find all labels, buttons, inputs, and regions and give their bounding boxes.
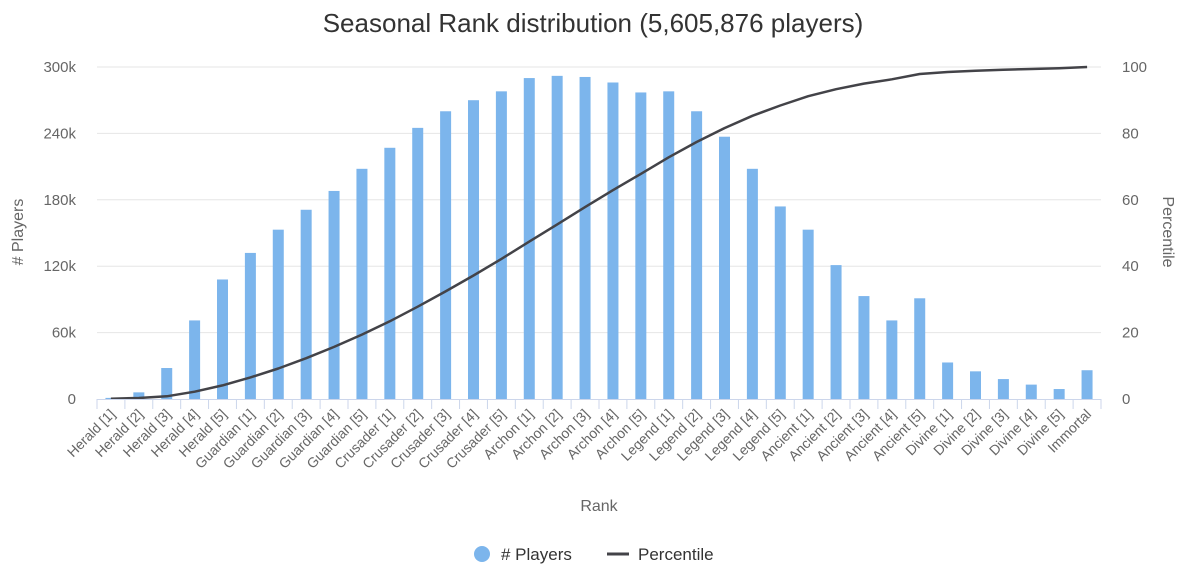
legend-players-label: # Players <box>501 545 572 564</box>
bar[interactable] <box>858 296 870 399</box>
bar[interactable] <box>802 229 814 399</box>
x-axis-title: Rank <box>580 498 618 515</box>
bar[interactable] <box>384 147 396 399</box>
bar[interactable] <box>579 76 591 400</box>
bar[interactable] <box>551 75 563 399</box>
y-tick-label: 240k <box>43 125 76 142</box>
bar[interactable] <box>1025 384 1037 399</box>
y2-tick-label: 40 <box>1122 258 1139 275</box>
y-tick-label: 300k <box>43 59 76 76</box>
bar-series <box>105 75 1093 400</box>
legend-percentile-label: Percentile <box>638 545 714 564</box>
y-axis-title: # Players <box>10 199 27 266</box>
bar[interactable] <box>272 229 284 399</box>
bar[interactable] <box>607 82 619 399</box>
bar[interactable] <box>691 111 703 400</box>
y2-tick-label: 60 <box>1122 192 1139 209</box>
legend-item-players[interactable]: # Players <box>474 545 572 564</box>
bar[interactable] <box>1053 389 1065 399</box>
bar[interactable] <box>970 371 981 399</box>
line-series <box>110 65 1088 400</box>
bar[interactable] <box>886 320 898 399</box>
bar[interactable] <box>746 168 758 399</box>
chart-title: Seasonal Rank distribution (5,605,876 pl… <box>323 8 864 38</box>
bar[interactable] <box>997 379 1009 399</box>
bar[interactable] <box>1081 370 1093 399</box>
bar[interactable] <box>495 91 507 399</box>
bar[interactable] <box>942 362 954 399</box>
y2-axis-title: Percentile <box>1159 196 1176 267</box>
bar[interactable] <box>440 111 452 400</box>
x-axis: Herald [1]Herald [2]Herald [3]Herald [4]… <box>64 399 1102 472</box>
bar[interactable] <box>468 100 479 399</box>
y-tick-label: 180k <box>43 192 76 209</box>
bar[interactable] <box>328 190 340 399</box>
right-y-axis: 0 20 40 60 80 100 <box>1122 59 1147 408</box>
y2-tick-label: 0 <box>1122 391 1130 408</box>
y-tick-label: 0 <box>68 391 76 408</box>
bar[interactable] <box>300 209 312 399</box>
bar[interactable] <box>244 252 256 399</box>
bar[interactable] <box>830 265 842 399</box>
bar[interactable] <box>412 127 424 399</box>
y2-tick-label: 20 <box>1122 325 1139 342</box>
percentile-line[interactable] <box>110 65 1088 400</box>
y2-tick-label: 100 <box>1122 59 1147 76</box>
bar[interactable] <box>189 320 201 399</box>
bar[interactable] <box>217 279 228 399</box>
y2-tick-label: 80 <box>1122 125 1139 142</box>
bar[interactable] <box>914 298 926 399</box>
legend-players-symbol <box>474 546 490 562</box>
bar[interactable] <box>774 206 786 399</box>
y-tick-label: 120k <box>43 258 76 275</box>
bar[interactable] <box>161 368 173 399</box>
legend: # Players Percentile <box>474 545 714 564</box>
bar[interactable] <box>635 92 647 399</box>
bar[interactable] <box>663 91 675 399</box>
left-y-axis: 0 60k 120k 180k 240k 300k <box>43 59 76 408</box>
bar[interactable] <box>133 392 145 399</box>
y-tick-label: 60k <box>52 325 77 342</box>
legend-item-percentile[interactable]: Percentile <box>607 545 714 564</box>
bar[interactable] <box>719 136 730 399</box>
bar[interactable] <box>523 78 535 400</box>
bar[interactable] <box>356 168 368 399</box>
